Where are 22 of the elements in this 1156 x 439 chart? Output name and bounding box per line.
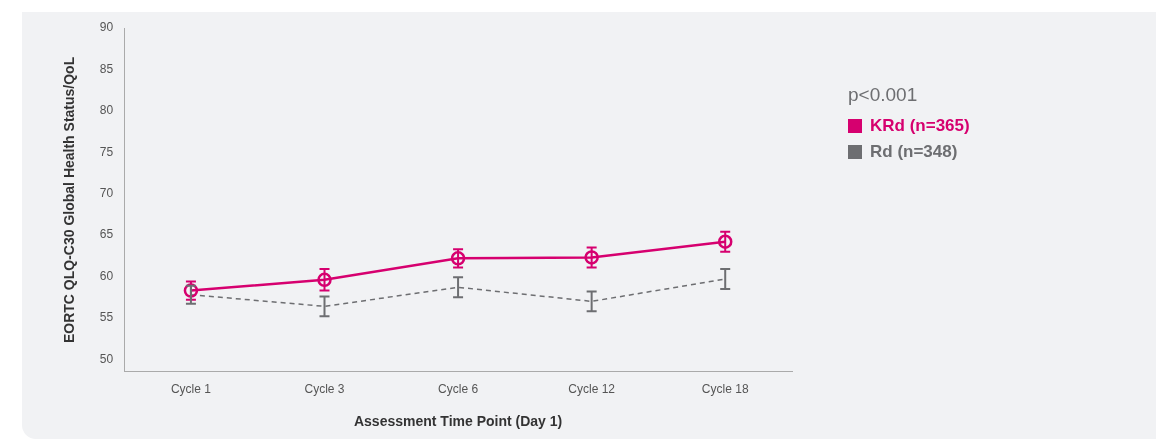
point	[717, 234, 733, 249]
y-tick-label: 70	[99, 186, 114, 200]
x-tick-label: Cycle 1	[170, 382, 212, 397]
x-tick-label: Cycle 6	[438, 382, 479, 397]
x-axis-title: Assessment Time Point (Day 1)	[353, 413, 563, 430]
y-tick-label: 55	[99, 310, 114, 325]
point	[584, 250, 599, 265]
point	[317, 272, 332, 288]
legend-label: KRd (n=365)	[870, 116, 970, 136]
y-tick-label: 50	[99, 351, 114, 366]
y-tick-label: 85	[99, 61, 114, 76]
y-tick-label: 80	[99, 103, 114, 118]
y-tick-label: 75	[99, 144, 114, 159]
x-tick-label: Cycle 12	[568, 382, 616, 397]
legend-label: Rd (n=348)	[870, 142, 958, 162]
y-axis-title: EORTC QLQ-C30 Global Health Status/QoL	[61, 56, 78, 344]
x-tick-label: Cycle 3	[304, 382, 345, 397]
text: p<0.001	[848, 84, 919, 106]
y-tick-label: 65	[99, 227, 114, 242]
y-tick-label: 90	[99, 20, 114, 35]
y-tick-label: 60	[99, 268, 114, 283]
x-tick-label: Cycle 18	[701, 382, 749, 397]
